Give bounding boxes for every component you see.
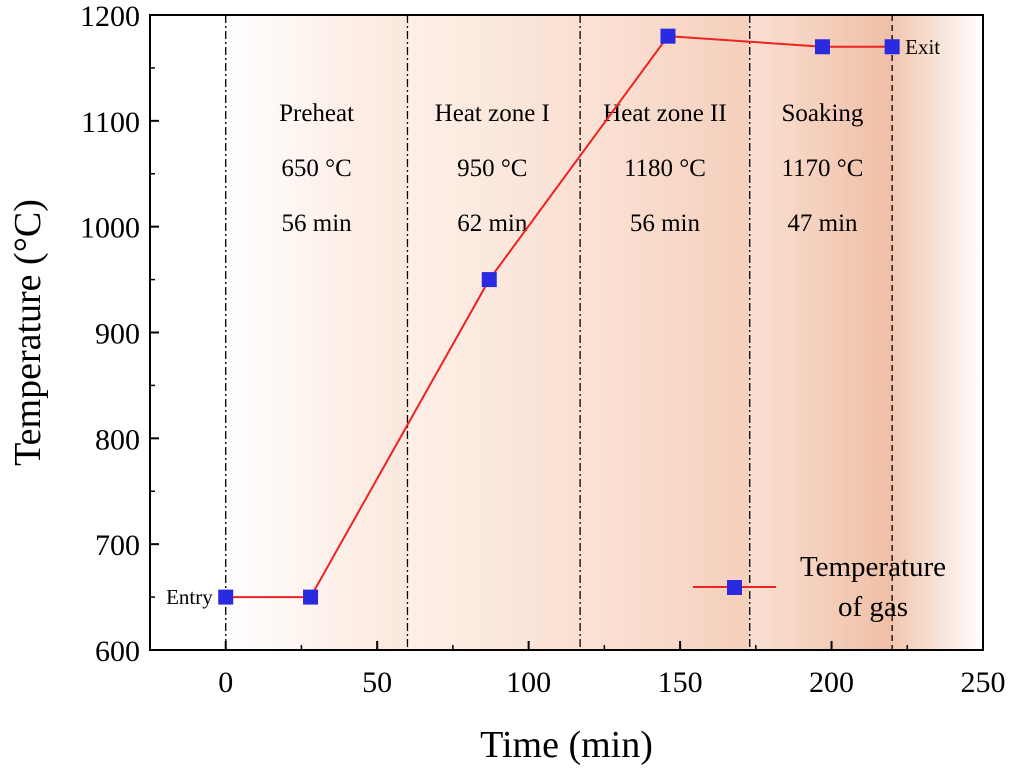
y-tick-label: 800 [95, 423, 140, 456]
y-tick-label: 1000 [80, 212, 140, 245]
tick-labels: 0 50 100 150 200 250 600 700 800 900 1000 1100 1200 [80, 0, 1006, 699]
data-point [884, 39, 900, 55]
y-tick-label: 1200 [80, 0, 140, 33]
y-axis-title: Temperature (°C) [7, 199, 49, 466]
data-point [660, 28, 676, 44]
x-tick-label: 100 [506, 666, 551, 699]
y-tick-label: 600 [95, 635, 140, 668]
zone-duration-3: 56 min [630, 210, 701, 237]
exit-annotation: Exit [905, 35, 940, 59]
zone-duration-4: 47 min [787, 210, 858, 237]
x-tick-label: 0 [218, 666, 233, 699]
zone-temperature-4: 1170 °C [781, 155, 863, 182]
x-tick-label: 50 [362, 666, 392, 699]
data-point [814, 39, 830, 55]
x-tick-label: 150 [658, 666, 703, 699]
zone-backgrounds [225, 15, 983, 650]
legend-label-line-2: of gas [838, 591, 908, 623]
zone-background-1 [225, 15, 408, 650]
zone-temperature-2: 950 °C [457, 155, 527, 182]
zone-temperature-3: 1180 °C [624, 155, 706, 182]
y-tick-label: 700 [95, 529, 140, 562]
x-tick-label: 200 [809, 666, 854, 699]
y-tick-label: 1100 [81, 106, 140, 139]
zone-labels: Preheat 650 °C 56 min Heat zone I 950 °C 62 m… [279, 100, 864, 237]
legend-marker [727, 580, 742, 595]
legend-label-line-1: Temperature [800, 551, 946, 583]
axis-ticks [149, 14, 984, 651]
series-temperature-of-gas [218, 28, 900, 605]
zone-name-4: Soaking [781, 100, 863, 127]
data-point [303, 589, 319, 605]
zone-duration-2: 62 min [457, 210, 528, 237]
zone-background-5 [892, 15, 983, 650]
zone-duration-1: 56 min [282, 210, 353, 237]
zone-background-2 [407, 15, 581, 650]
zone-boundaries [225, 15, 893, 650]
annotations: Entry Exit [166, 35, 940, 609]
y-tick-label: 900 [95, 318, 140, 351]
x-tick-label: 250 [961, 666, 1006, 699]
zone-name-1: Preheat [279, 100, 354, 127]
zone-name-3: Heat zone II [603, 100, 727, 127]
zone-temperature-1: 650 °C [281, 155, 351, 182]
zone-background-3 [580, 15, 750, 650]
entry-annotation: Entry [166, 585, 213, 609]
series-line [225, 35, 893, 599]
data-point [481, 272, 497, 288]
zone-background-4 [749, 15, 893, 650]
data-point [218, 589, 234, 605]
zone-name-2: Heat zone I [435, 100, 550, 127]
legend: Temperature of gas [693, 551, 946, 623]
x-axis-title: Time (min) [480, 724, 653, 766]
